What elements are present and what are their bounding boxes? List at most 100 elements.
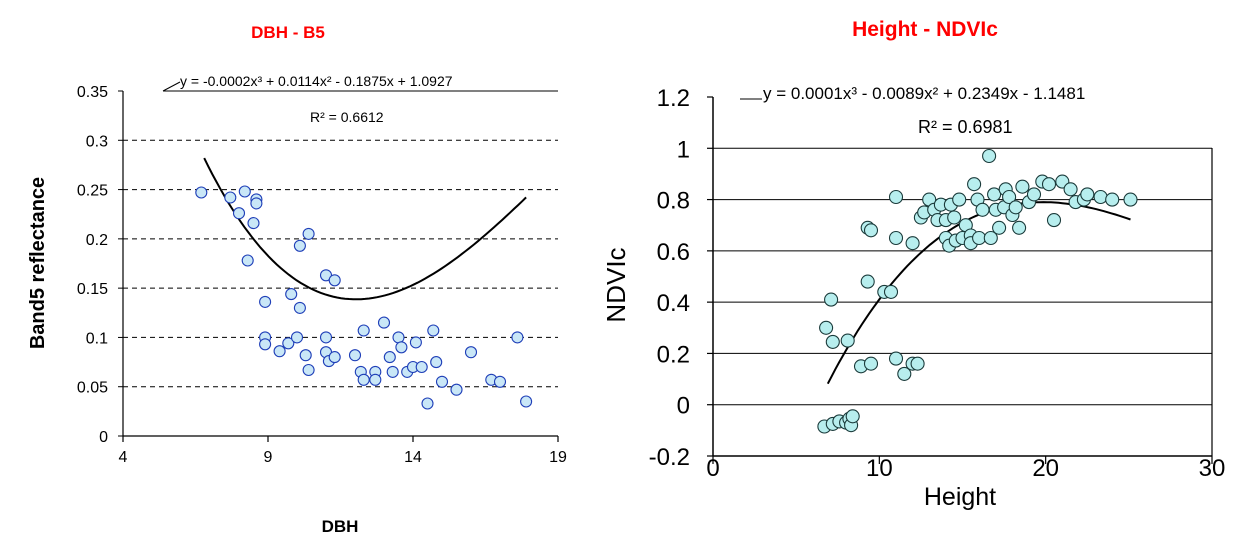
y-tick-label: 0.35 bbox=[77, 84, 108, 101]
data-point bbox=[247, 217, 260, 230]
x-tick-label: 19 bbox=[549, 449, 567, 466]
data-point bbox=[282, 337, 295, 350]
data-point bbox=[377, 316, 391, 329]
trend-equation: y = 0.0001x³ - 0.0089x² + 0.2349x - 1.14… bbox=[763, 84, 1085, 103]
y-tick-label: 0.8 bbox=[657, 188, 690, 215]
chart-title: DBH - B5 bbox=[251, 23, 325, 42]
x-tick-label: 10 bbox=[866, 455, 893, 482]
chart-height-ndvic: Height - NDVIc -0.2 0 0.2 0.4 0.6 0.8 1 1.2 0 10… bbox=[601, 18, 1225, 511]
data-point bbox=[1046, 213, 1062, 228]
data-point bbox=[293, 301, 306, 314]
data-point bbox=[357, 324, 370, 337]
data-point bbox=[224, 191, 237, 204]
data-point bbox=[450, 383, 463, 396]
data-point bbox=[259, 295, 272, 308]
trendline bbox=[203, 157, 527, 301]
data-point bbox=[1008, 200, 1023, 215]
x-tick-label: 14 bbox=[404, 449, 422, 466]
data-point bbox=[1012, 220, 1027, 235]
chart-dbh-b5: DBH - B5 0 0.05 0.1 0.15 0.2 0.25 0.3 0.35 4 9 14… bbox=[27, 23, 567, 536]
grid bbox=[713, 147, 1212, 406]
data-point bbox=[897, 366, 912, 381]
data-point bbox=[905, 236, 920, 251]
data-point bbox=[992, 220, 1007, 235]
data-point bbox=[285, 288, 298, 301]
data-point bbox=[967, 177, 982, 192]
y-tick-label: 0 bbox=[99, 429, 108, 446]
x-tick-label: 9 bbox=[264, 449, 273, 466]
x-ticks: 0 10 20 30 bbox=[706, 455, 1225, 482]
data-point bbox=[493, 375, 507, 388]
data-point bbox=[299, 349, 312, 362]
data-point bbox=[386, 365, 399, 378]
data-point bbox=[982, 148, 997, 164]
data-point bbox=[1093, 189, 1108, 205]
x-tick-label: 0 bbox=[706, 455, 719, 482]
y-tick-label: 0.6 bbox=[657, 239, 690, 266]
data-point bbox=[1041, 177, 1057, 192]
data-point bbox=[369, 373, 382, 386]
data-point bbox=[435, 375, 449, 388]
y-tick-label: 0.15 bbox=[77, 281, 108, 298]
data-point bbox=[302, 227, 315, 240]
data-point bbox=[910, 356, 925, 371]
x-ticks: 4 9 14 19 bbox=[119, 436, 567, 466]
data-point bbox=[241, 254, 254, 267]
y-tick-label: 0.2 bbox=[86, 232, 108, 249]
data-point bbox=[863, 356, 879, 371]
data-point bbox=[328, 351, 341, 364]
x-tick-label: 4 bbox=[119, 449, 128, 466]
data-point bbox=[293, 239, 306, 252]
data-point bbox=[824, 292, 839, 307]
data-point bbox=[511, 331, 524, 344]
data-point bbox=[840, 333, 855, 348]
data-point bbox=[952, 192, 967, 207]
data-point bbox=[464, 346, 478, 359]
data-point bbox=[392, 331, 405, 344]
data-point bbox=[427, 324, 440, 337]
data-point bbox=[883, 284, 899, 299]
data-point bbox=[947, 210, 962, 225]
data-point bbox=[1063, 182, 1078, 197]
x-tick-label: 20 bbox=[1032, 455, 1059, 482]
data-point bbox=[863, 223, 879, 238]
data-point bbox=[972, 230, 987, 246]
data-point bbox=[302, 363, 315, 377]
data-point bbox=[357, 373, 370, 386]
y-tick-label: 0.3 bbox=[86, 133, 108, 150]
data-point bbox=[987, 187, 1002, 202]
data-point bbox=[975, 202, 990, 217]
y-tick-label: 0.25 bbox=[77, 183, 108, 200]
y-tick-label: 0.1 bbox=[86, 330, 108, 347]
data-point bbox=[328, 274, 341, 287]
data-point bbox=[409, 336, 422, 349]
data-point bbox=[290, 331, 304, 344]
y-tick-label: 0 bbox=[677, 393, 690, 420]
data-point bbox=[383, 351, 396, 364]
data-point bbox=[845, 409, 860, 424]
data-point bbox=[888, 189, 904, 205]
data-point bbox=[259, 338, 272, 351]
chart-title: Height - NDVIc bbox=[852, 18, 998, 41]
equation-leader-line bbox=[162, 81, 181, 92]
data-point bbox=[1080, 187, 1095, 202]
data-point bbox=[825, 334, 840, 349]
trend-equation: y = -0.0002x³ + 0.0114x² - 0.1875x + 1.0… bbox=[180, 73, 453, 89]
data-point bbox=[819, 320, 834, 335]
x-axis-label: DBH bbox=[322, 517, 359, 536]
y-tick-label: 0.05 bbox=[77, 380, 108, 397]
y-tick-label: 1.2 bbox=[657, 85, 690, 112]
data-point bbox=[888, 351, 904, 366]
data-point bbox=[415, 360, 428, 374]
data-point bbox=[983, 230, 998, 246]
data-point bbox=[430, 356, 443, 369]
data-point bbox=[520, 395, 533, 408]
data-point bbox=[421, 397, 434, 410]
data-point bbox=[1105, 192, 1120, 207]
y-tick-label: -0.2 bbox=[649, 444, 690, 471]
y-tick-label: 0.4 bbox=[657, 290, 690, 317]
data-point bbox=[319, 331, 333, 344]
data-point bbox=[273, 345, 286, 358]
